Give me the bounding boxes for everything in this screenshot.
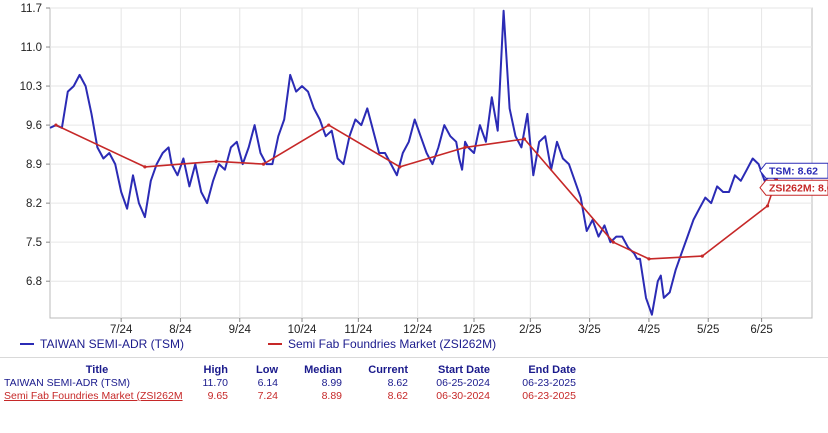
row-low: 6.14 (257, 377, 278, 389)
row-high: 9.65 (207, 390, 228, 402)
end-label-tsm: TSM: 8.62 (759, 162, 828, 179)
header-end-date: End Date (528, 364, 576, 376)
x-tick-label: 1/25 (463, 324, 485, 333)
x-tick-label: 10/24 (288, 324, 317, 333)
y-tick-label: 11.7 (20, 3, 42, 15)
series-point-zsi (611, 240, 615, 244)
row-current: 8.62 (387, 390, 408, 402)
legend-label-tsm: TAIWAN SEMI-ADR (TSM) (40, 337, 184, 351)
end-label-zsi: ZSI262M: 8.62 (759, 179, 828, 196)
row-median: 8.89 (321, 390, 342, 402)
end-label-tsm-text: TSM: 8.62 (769, 166, 818, 178)
y-tick-label: 10.3 (20, 81, 42, 93)
row-end-date: 06-23-2025 (522, 390, 576, 402)
end-label-zsi-box (759, 179, 828, 196)
legend-swatch-zsi (268, 343, 282, 345)
x-tick-label: 6/25 (750, 324, 772, 333)
series-point-zsi (261, 162, 266, 166)
y-tick-label: 8.9 (26, 159, 42, 171)
series-point-zsi (765, 204, 770, 208)
price-chart: 6.8 7.5 8.2 8.9 9.6 10.3 11.0 11.7 7/24 8/24 9/24 1… (20, 3, 828, 333)
series-point-zsi (143, 165, 147, 169)
legend-item-zsi: Semi Fab Foundries Market (ZSI262M) (268, 337, 496, 351)
series-point-zsi (398, 165, 402, 169)
stats-table: Title High Low Median Current Start Date… (0, 364, 828, 403)
legend-swatch-tsm (20, 343, 34, 345)
y-tick-label: 7.5 (26, 237, 42, 249)
x-tick-label: 7/24 (110, 324, 133, 333)
y-tick-label: 6.8 (26, 276, 42, 288)
table-row: Semi Fab Foundries Market (ZSI262M 9.65 … (0, 390, 828, 403)
end-label-zsi-text: ZSI262M: 8.62 (769, 183, 828, 195)
series-point-zsi (647, 257, 651, 261)
end-label-tsm-box (759, 162, 828, 179)
series-line-tsm (49, 9, 777, 316)
chart-legend: TAIWAN SEMI-ADR (TSM) Semi Fab Foundries… (0, 333, 828, 355)
header-start-date: Start Date (438, 364, 490, 376)
header-title: Title (85, 364, 109, 376)
row-title[interactable]: Semi Fab Foundries Market (ZSI262M (4, 390, 183, 402)
x-tick-label: 3/25 (578, 324, 600, 333)
row-title: TAIWAN SEMI-ADR (TSM) (4, 377, 130, 389)
series-point-zsi (327, 123, 331, 127)
x-tick-label: 12/24 (403, 324, 432, 333)
header-current: Current (368, 364, 408, 376)
row-high: 11.70 (202, 377, 229, 389)
x-tick-label: 9/24 (229, 324, 252, 333)
row-end-date: 06-23-2025 (522, 377, 576, 389)
series-point-zsi (700, 254, 704, 258)
header-high: High (203, 364, 228, 376)
x-tick-label: 11/24 (344, 324, 373, 333)
header-low: Low (256, 364, 278, 376)
row-start-date: 06-25-2024 (436, 377, 490, 389)
legend-label-zsi: Semi Fab Foundries Market (ZSI262M) (288, 337, 497, 351)
y-tick-label: 8.2 (26, 198, 42, 210)
stats-header-row: Title High Low Median Current Start Date… (0, 364, 828, 377)
row-start-date: 06-30-2024 (436, 390, 490, 402)
legend-item-tsm: TAIWAN SEMI-ADR (TSM) (20, 337, 184, 351)
x-tick-label: 2/25 (519, 324, 541, 333)
series-point-zsi (214, 159, 218, 163)
row-median: 8.99 (321, 377, 342, 389)
y-tick-label: 9.6 (26, 120, 42, 132)
series-point-zsi (463, 145, 467, 149)
y-tick-label: 11.0 (20, 42, 42, 54)
header-median: Median (304, 364, 342, 376)
series-point-zsi (54, 123, 58, 127)
series-point-zsi (522, 137, 526, 141)
row-current: 8.62 (387, 377, 408, 389)
divider (0, 357, 828, 358)
x-tick-label: 4/25 (638, 324, 660, 333)
row-low: 7.24 (257, 390, 278, 402)
x-tick-label: 8/24 (169, 324, 192, 333)
table-row: TAIWAN SEMI-ADR (TSM) 11.70 6.14 8.99 8.… (0, 377, 828, 390)
x-tick-label: 5/25 (697, 324, 719, 333)
